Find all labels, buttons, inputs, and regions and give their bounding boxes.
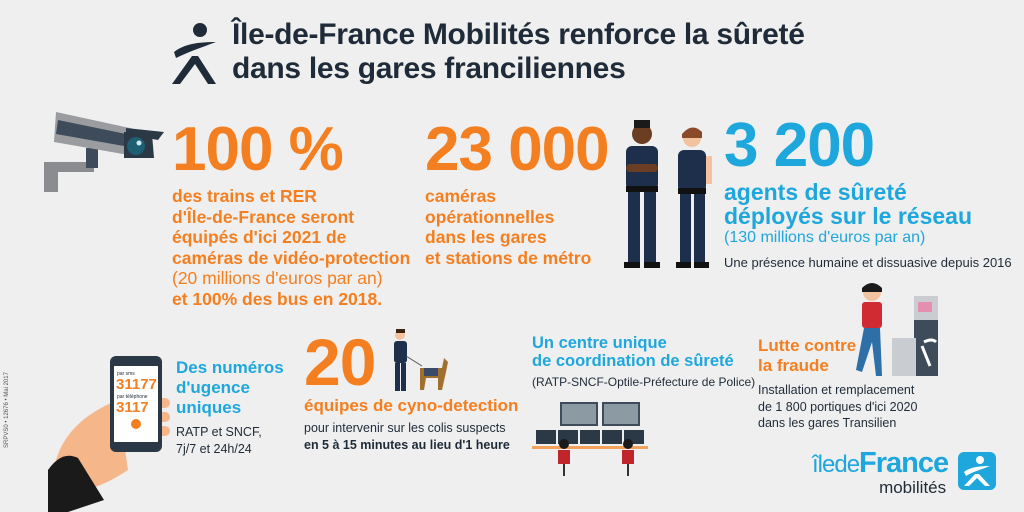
phone-body: par sms 31177 par téléphone 3117 [110, 356, 162, 452]
stat-cyno-number: 20 [304, 325, 376, 399]
stat-cyno: 20 équipes de cyno-detection pour interv… [304, 325, 519, 454]
stat-cyno-heading: équipes de cyno-detection [304, 396, 519, 415]
stat-cameras-line: caméras [425, 186, 497, 206]
fraud-text-line: de 1 800 portiques d'ici 2020 [758, 399, 918, 414]
fraud-text-line: Installation et remplacement [758, 383, 915, 397]
centre-partners: (RATP-SNCF-Optile-Préfecture de Police) [532, 375, 756, 389]
stat-cameras-number: 23 000 [425, 115, 610, 184]
phone-screen: par sms 31177 par téléphone 3117 [114, 366, 158, 442]
brand-name: îledeFrance [812, 447, 949, 480]
stat-agents-budget: (130 millions d'euros par an) [724, 229, 926, 246]
credit-line: SRPVS0 • 12676 • Mai 2017 [4, 372, 10, 448]
brand-name-france: France [859, 447, 949, 479]
fraud-text-line: dans les gares Transilien [758, 416, 897, 430]
phone-sms-label: par sms [117, 371, 135, 377]
brand-name-ile: îlede [812, 451, 860, 478]
phone-call-icon [131, 419, 141, 429]
emergency-heading-line: d'ugence [176, 378, 250, 397]
officer-with-dog-icon [394, 329, 448, 391]
stat-cameras-line: et stations de métro [425, 247, 592, 268]
stat-trains: 100 % des trains et RER d'Île-de-France … [172, 115, 411, 309]
emergency-heading-line: Des numéros [176, 358, 284, 377]
idfm-logo-icon [958, 452, 996, 490]
stat-trains-line: équipés d'ici 2021 de [172, 227, 347, 247]
brand-sub: mobilités [879, 478, 947, 497]
stat-trains-bus: et 100% des bus en 2018. [172, 288, 383, 309]
page-title: Île-de-France Mobilités renforce la sûre… [232, 18, 805, 86]
cctv-camera-icon [44, 112, 164, 192]
stat-cameras-line: dans les gares [425, 227, 547, 247]
security-agents-icon [624, 120, 712, 268]
phone-sms-number: 31177 [116, 376, 157, 393]
stat-agents: 3 200 agents de sûreté déployés sur le r… [724, 111, 1012, 272]
title-line-2: dans les gares franciliennes [232, 52, 626, 85]
idfm-figure-icon [172, 23, 216, 84]
stat-agents-line: agents de sûreté [724, 179, 907, 205]
stat-agents-line: déployés sur le réseau [724, 203, 973, 229]
phone-tel-number: 3117 [116, 399, 149, 416]
title-line-1: Île-de-France Mobilités renforce la sûre… [232, 18, 805, 51]
stat-agents-note: Une présence humaine et dissuasive depui… [724, 255, 1012, 270]
stat-cyno-text: pour intervenir sur les colis suspects [304, 421, 506, 435]
ticket-gate-person-icon [856, 283, 938, 376]
emergency-text-line: RATP et SNCF, [176, 425, 262, 439]
stat-trains-line: des trains et RER [172, 186, 317, 206]
stat-agents-number: 3 200 [724, 111, 875, 180]
stat-cameras-line: opérationnelles [425, 206, 555, 227]
stat-trains-number: 100 % [172, 115, 344, 184]
stat-trains-line: caméras de vidéo-protection [172, 247, 411, 268]
emergency-numbers: Des numéros d'ugence uniques RATP et SNC… [176, 358, 284, 458]
stat-trains-line: d'Île-de-France seront [172, 206, 355, 227]
emergency-heading-line: uniques [176, 398, 242, 417]
fraud-heading-line: Lutte contre [758, 336, 857, 355]
centre-heading-line: Un centre unique [532, 334, 667, 352]
stat-cyno-text-bold: en 5 à 15 minutes au lieu d'1 heure [304, 438, 510, 452]
phone-in-hand-icon: par sms 31177 par téléphone 3117 [48, 340, 178, 512]
fraud-heading-line: la fraude [758, 356, 829, 375]
control-room-icon [532, 402, 648, 476]
brand-logo: îledeFrance mobilités [812, 447, 949, 498]
centre-heading-line: de coordination de sûreté [532, 352, 734, 370]
emergency-text-line: 7j/7 et 24h/24 [176, 442, 252, 456]
stat-cameras: 23 000 caméras opérationnelles dans les … [425, 115, 610, 268]
phone-tel-label: par téléphone [117, 394, 148, 400]
coordination-centre: Un centre unique de coordination de sûre… [532, 334, 755, 390]
fraud-fight: Lutte contre la fraude Installation et r… [758, 336, 917, 432]
stat-trains-budget: (20 millions d'euros par an) [172, 268, 383, 288]
